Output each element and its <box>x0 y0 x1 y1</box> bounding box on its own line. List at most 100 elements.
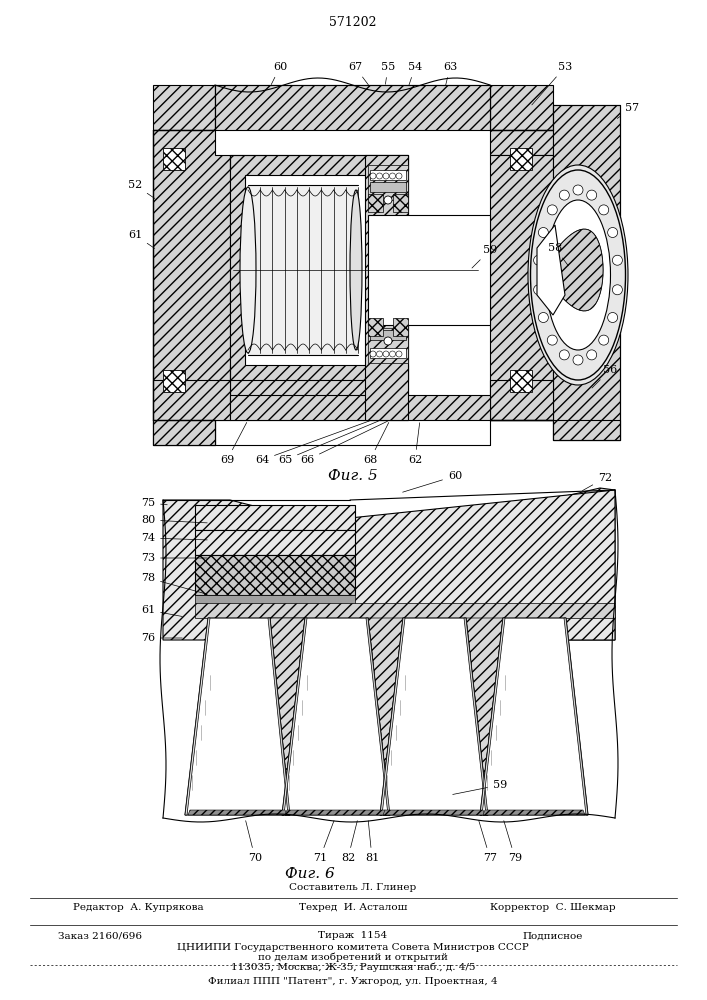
Circle shape <box>607 228 618 237</box>
Circle shape <box>384 196 392 204</box>
Polygon shape <box>230 395 490 420</box>
Circle shape <box>538 228 549 237</box>
Bar <box>368 328 408 363</box>
Text: 80: 80 <box>141 515 207 525</box>
Text: 63: 63 <box>443 62 457 85</box>
Bar <box>393 194 408 212</box>
Text: Заказ 2160/696: Заказ 2160/696 <box>58 932 142 940</box>
Ellipse shape <box>528 165 628 385</box>
Bar <box>370 182 406 192</box>
Bar <box>163 148 185 170</box>
Text: 61: 61 <box>128 230 155 248</box>
Bar <box>393 318 408 336</box>
Polygon shape <box>466 618 503 815</box>
Circle shape <box>396 173 402 179</box>
Polygon shape <box>185 618 290 815</box>
Ellipse shape <box>240 187 256 353</box>
Polygon shape <box>153 130 230 420</box>
Polygon shape <box>480 618 588 815</box>
Text: 67: 67 <box>348 62 368 85</box>
Text: 61: 61 <box>141 605 182 616</box>
Circle shape <box>370 351 376 357</box>
Polygon shape <box>547 229 603 311</box>
Polygon shape <box>245 175 368 365</box>
Polygon shape <box>215 85 490 130</box>
Polygon shape <box>380 618 488 815</box>
Circle shape <box>390 173 395 179</box>
Bar <box>510 148 532 170</box>
Text: 59: 59 <box>452 780 507 794</box>
Text: 54: 54 <box>408 62 422 85</box>
Text: 81: 81 <box>365 821 379 863</box>
Bar <box>368 194 383 212</box>
Circle shape <box>547 335 557 345</box>
Polygon shape <box>188 810 287 815</box>
Text: 113035, Москва, Ж-35, Раушская наб., д. 4/5: 113035, Москва, Ж-35, Раушская наб., д. … <box>230 962 475 972</box>
Text: 65: 65 <box>278 421 378 465</box>
Text: Филиал ППП "Патент", г. Ужгород, ул. Проектная, 4: Филиал ППП "Патент", г. Ужгород, ул. Про… <box>208 978 498 986</box>
Circle shape <box>383 173 389 179</box>
Text: 69: 69 <box>220 422 247 465</box>
Polygon shape <box>270 618 305 720</box>
Bar <box>370 348 406 358</box>
Polygon shape <box>490 420 620 440</box>
Text: 55: 55 <box>381 62 395 84</box>
Circle shape <box>599 335 609 345</box>
Text: Корректор  С. Шекмар: Корректор С. Шекмар <box>490 904 616 912</box>
Circle shape <box>396 351 402 357</box>
Text: Редактор  А. Купрякова: Редактор А. Купрякова <box>73 904 204 912</box>
Polygon shape <box>282 618 390 815</box>
Polygon shape <box>547 229 603 311</box>
Polygon shape <box>195 555 355 595</box>
Polygon shape <box>230 155 408 420</box>
Circle shape <box>370 173 376 179</box>
Polygon shape <box>553 105 620 440</box>
Bar <box>510 370 532 392</box>
Text: ЦНИИПИ Государственного комитета Совета Министров СССР: ЦНИИПИ Государственного комитета Совета … <box>177 942 529 952</box>
Text: Фиг. 5: Фиг. 5 <box>328 469 378 483</box>
Circle shape <box>390 351 395 357</box>
Text: 53: 53 <box>532 62 572 105</box>
Polygon shape <box>490 155 553 420</box>
Text: Техред  И. Асталош: Техред И. Асталош <box>299 904 407 912</box>
Polygon shape <box>153 85 215 130</box>
Text: 70: 70 <box>245 821 262 863</box>
Text: 64: 64 <box>255 421 369 465</box>
Polygon shape <box>380 618 405 815</box>
Text: 66: 66 <box>300 421 387 465</box>
Text: 82: 82 <box>341 821 357 863</box>
Bar <box>370 170 406 180</box>
Polygon shape <box>195 595 355 605</box>
Text: по делам изобретений и открытий: по делам изобретений и открытий <box>258 952 448 962</box>
Circle shape <box>534 255 544 265</box>
Polygon shape <box>195 603 615 618</box>
Circle shape <box>559 190 569 200</box>
Text: 74: 74 <box>141 533 207 543</box>
Text: 60: 60 <box>403 471 462 492</box>
Text: 57: 57 <box>617 103 639 118</box>
Polygon shape <box>368 618 403 815</box>
Text: Составитель Л. Глинер: Составитель Л. Глинер <box>289 884 416 892</box>
Text: Фиг. 6: Фиг. 6 <box>285 867 335 881</box>
Polygon shape <box>153 420 215 445</box>
Text: 72: 72 <box>583 473 612 491</box>
Bar <box>370 330 406 340</box>
Polygon shape <box>490 380 553 420</box>
Text: Тираж  1154: Тираж 1154 <box>318 932 387 940</box>
Polygon shape <box>163 488 615 640</box>
Circle shape <box>538 312 549 322</box>
Text: 77: 77 <box>479 821 497 863</box>
Bar <box>163 370 185 392</box>
Text: 75: 75 <box>141 498 168 508</box>
Polygon shape <box>185 618 210 815</box>
Circle shape <box>384 337 392 345</box>
Circle shape <box>547 205 557 215</box>
Circle shape <box>599 205 609 215</box>
Polygon shape <box>368 215 490 325</box>
Bar <box>368 165 408 200</box>
Polygon shape <box>490 130 553 155</box>
Polygon shape <box>270 618 305 815</box>
Text: 68: 68 <box>363 422 389 465</box>
Bar <box>368 318 383 336</box>
Polygon shape <box>365 155 408 420</box>
